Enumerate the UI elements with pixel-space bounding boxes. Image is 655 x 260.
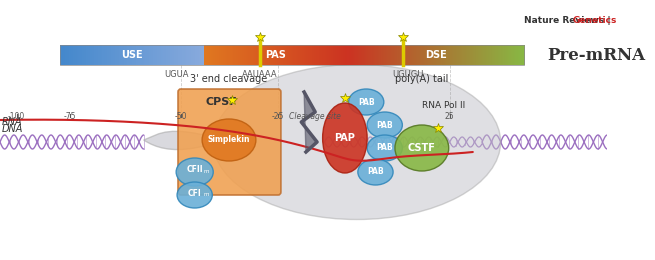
Text: -100: -100 — [8, 112, 26, 121]
Text: CFI: CFI — [188, 188, 202, 198]
Text: PAB: PAB — [367, 167, 384, 177]
Text: RNA: RNA — [2, 117, 22, 127]
Text: DSE: DSE — [425, 50, 447, 60]
Text: CPSF: CPSF — [206, 97, 238, 107]
Text: USE: USE — [121, 50, 143, 60]
Ellipse shape — [348, 89, 384, 115]
Text: Genetics: Genetics — [572, 16, 616, 24]
Text: Pre-mRNA: Pre-mRNA — [547, 47, 645, 63]
Text: -25: -25 — [272, 112, 284, 121]
Text: Cleavage site: Cleavage site — [290, 112, 341, 121]
Text: 25: 25 — [445, 112, 455, 121]
FancyBboxPatch shape — [178, 89, 281, 195]
Ellipse shape — [176, 158, 214, 186]
Text: Simplekin: Simplekin — [208, 135, 250, 145]
Text: -75: -75 — [64, 112, 76, 121]
Text: Nature Reviews |: Nature Reviews | — [524, 16, 614, 24]
Text: UGUA: UGUA — [164, 70, 189, 79]
Ellipse shape — [358, 159, 393, 185]
Bar — [60, 45, 524, 65]
Ellipse shape — [367, 112, 402, 138]
Text: -50: -50 — [174, 112, 187, 121]
Ellipse shape — [323, 103, 367, 173]
Text: DNA: DNA — [2, 124, 23, 134]
Text: RNA Pol II: RNA Pol II — [422, 101, 465, 109]
Text: CSTF: CSTF — [408, 143, 436, 153]
Text: PAB: PAB — [377, 144, 393, 153]
Text: poly(A) tail: poly(A) tail — [395, 74, 449, 84]
Text: PAB: PAB — [358, 98, 375, 107]
Ellipse shape — [395, 125, 449, 171]
Text: PAP: PAP — [335, 133, 355, 143]
Text: AAUAAA: AAUAAA — [242, 70, 278, 79]
Text: PAS: PAS — [265, 50, 286, 60]
Ellipse shape — [177, 182, 212, 208]
Text: PAB: PAB — [377, 120, 393, 129]
Text: 3' end cleavage: 3' end cleavage — [191, 74, 268, 84]
Text: m: m — [204, 169, 210, 174]
Ellipse shape — [214, 64, 500, 219]
Ellipse shape — [202, 119, 256, 161]
Ellipse shape — [367, 135, 402, 161]
Text: UGUGU: UGUGU — [392, 70, 424, 79]
PathPatch shape — [143, 131, 215, 150]
Polygon shape — [301, 92, 317, 152]
Text: m: m — [204, 192, 210, 197]
Text: CFII: CFII — [187, 166, 203, 174]
